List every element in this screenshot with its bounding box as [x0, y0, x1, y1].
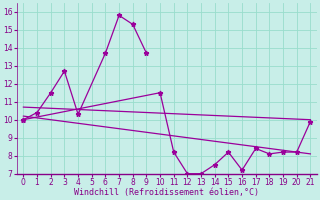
X-axis label: Windchill (Refroidissement éolien,°C): Windchill (Refroidissement éolien,°C)	[74, 188, 260, 197]
